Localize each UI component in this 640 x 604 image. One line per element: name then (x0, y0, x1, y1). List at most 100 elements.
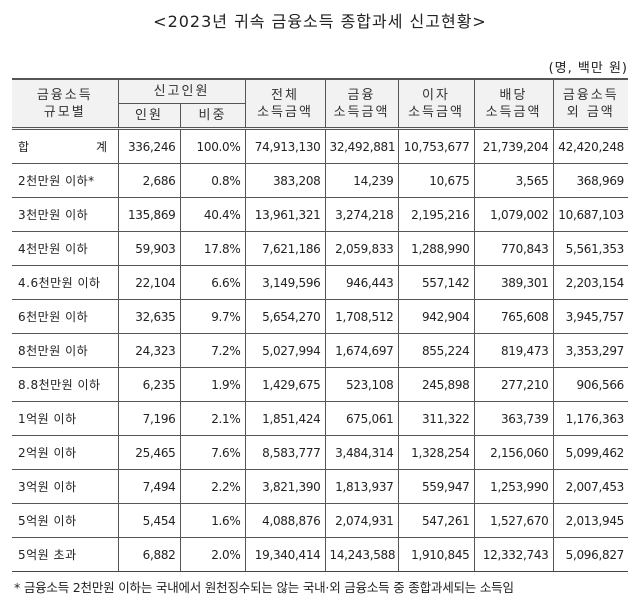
cell-count: 5,454 (117, 503, 181, 538)
cell-share: 7.2% (179, 333, 246, 368)
row-label: 3천만원 이하 (12, 197, 119, 232)
cell-non-financial: 906,566 (552, 367, 628, 402)
cell-interest: 855,224 (397, 333, 475, 368)
header-filers-group: 신고인원 (117, 78, 246, 104)
cell-total: 1,429,675 (244, 367, 326, 402)
table-row-total: 합 계 336,246 100.0% 74,913,130 32,492,881… (12, 128, 628, 164)
cell-share: 0.8% (179, 163, 246, 198)
cell-dividend: 363,739 (473, 401, 554, 436)
row-label: 합 계 (12, 128, 119, 164)
cell-share: 40.4% (179, 197, 246, 232)
header-interest-income: 이자 소득금액 (397, 78, 475, 130)
cell-financial: 3,484,314 (324, 435, 399, 470)
cell-total: 3,821,390 (244, 469, 326, 504)
header-filers-share: 비중 (179, 103, 245, 130)
cell-dividend: 389,301 (473, 265, 554, 300)
table-row: 2억원 이하 25,465 7.6% 8,583,777 3,484,314 1… (12, 435, 628, 470)
cell-financial: 32,492,881 (324, 128, 399, 164)
row-label: 2억원 이하 (12, 435, 119, 470)
table-row: 3천만원 이하 135,869 40.4% 13,961,321 3,274,2… (12, 197, 628, 232)
row-label: 4.6천만원 이하 (12, 265, 119, 300)
cell-total: 7,621,186 (244, 231, 326, 266)
header-dividend-income: 배당 소득금액 (473, 78, 554, 130)
cell-financial: 523,108 (324, 367, 399, 402)
cell-dividend: 21,739,204 (473, 128, 554, 164)
cell-total: 4,088,876 (244, 503, 326, 538)
cell-interest: 1,328,254 (397, 435, 475, 470)
cell-count: 6,235 (117, 367, 181, 402)
cell-count: 135,869 (117, 197, 181, 232)
total-label-left: 합 (18, 140, 30, 154)
cell-count: 336,246 (117, 128, 181, 164)
cell-share: 1.6% (179, 503, 246, 538)
cell-total: 3,149,596 (244, 265, 326, 300)
cell-dividend: 2,156,060 (473, 435, 554, 470)
cell-share: 17.8% (179, 231, 246, 266)
cell-dividend: 3,565 (473, 163, 554, 198)
cell-dividend: 765,608 (473, 299, 554, 334)
unit-label: (명, 백만 원) (548, 61, 628, 76)
cell-total: 13,961,321 (244, 197, 326, 232)
cell-non-financial: 5,096,827 (552, 537, 628, 572)
page-title: <2023년 귀속 금융소득 종합과세 신고현황> (153, 12, 487, 31)
cell-interest: 547,261 (397, 503, 475, 538)
cell-count: 59,903 (117, 231, 181, 266)
table-header: 금융소득 규모별 신고인원 전체 소득금액 금융 소득금액 이자 소득금액 배당… (12, 78, 628, 130)
cell-financial: 1,674,697 (324, 333, 399, 368)
table-row: 1억원 이하 7,196 2.1% 1,851,424 675,061 311,… (12, 401, 628, 436)
row-label: 5억원 초과 (12, 537, 119, 572)
tax-filing-table: 금융소득 규모별 신고인원 전체 소득금액 금융 소득금액 이자 소득금액 배당… (12, 78, 628, 572)
cell-share: 100.0% (179, 128, 246, 164)
cell-dividend: 770,843 (473, 231, 554, 266)
table-row: 5억원 초과 6,882 2.0% 19,340,414 14,243,588 … (12, 537, 628, 572)
total-label-right: 계 (95, 140, 108, 154)
cell-non-financial: 2,007,453 (552, 469, 628, 504)
cell-count: 24,323 (117, 333, 181, 368)
cell-non-financial: 42,420,248 (552, 128, 628, 164)
cell-financial: 2,059,833 (324, 231, 399, 266)
header-filers-count: 인원 (118, 103, 181, 130)
table-row: 8천만원 이하 24,323 7.2% 5,027,994 1,674,697 … (12, 333, 628, 368)
cell-financial: 2,074,931 (324, 503, 399, 538)
cell-total: 5,654,270 (244, 299, 326, 334)
header-financial-income: 금융 소득금액 (324, 78, 399, 130)
table-row: 3억원 이하 7,494 2.2% 3,821,390 1,813,937 55… (12, 469, 628, 504)
row-label: 4천만원 이하 (12, 231, 119, 266)
cell-total: 383,208 (244, 163, 326, 198)
header-non-financial-income: 금융소득 외 금액 (552, 78, 628, 130)
cell-count: 32,635 (117, 299, 181, 334)
table-body: 합 계 336,246 100.0% 74,913,130 32,492,881… (12, 128, 628, 572)
cell-financial: 1,813,937 (324, 469, 399, 504)
row-label: 6천만원 이하 (12, 299, 119, 334)
cell-dividend: 819,473 (473, 333, 554, 368)
table-row: 5억원 이하 5,454 1.6% 4,088,876 2,074,931 54… (12, 503, 628, 538)
table-row: 2천만원 이하* 2,686 0.8% 383,208 14,239 10,67… (12, 163, 628, 198)
cell-interest: 559,947 (397, 469, 475, 504)
cell-total: 8,583,777 (244, 435, 326, 470)
cell-share: 6.6% (179, 265, 246, 300)
cell-non-financial: 10,687,103 (552, 197, 628, 232)
cell-dividend: 12,332,743 (473, 537, 554, 572)
cell-non-financial: 1,176,363 (552, 401, 628, 436)
cell-non-financial: 5,099,462 (552, 435, 628, 470)
cell-non-financial: 2,013,945 (552, 503, 628, 538)
row-label: 1억원 이하 (12, 401, 119, 436)
cell-financial: 3,274,218 (324, 197, 399, 232)
row-label: 5억원 이하 (12, 503, 119, 538)
cell-interest: 311,322 (397, 401, 475, 436)
cell-non-financial: 2,203,154 (552, 265, 628, 300)
cell-dividend: 1,527,670 (473, 503, 554, 538)
cell-count: 25,465 (117, 435, 181, 470)
cell-interest: 10,753,677 (397, 128, 475, 164)
cell-count: 2,686 (117, 163, 181, 198)
row-label: 3억원 이하 (12, 469, 119, 504)
row-label: 2천만원 이하* (12, 163, 119, 198)
cell-interest: 2,195,216 (397, 197, 475, 232)
cell-financial: 946,443 (324, 265, 399, 300)
table-row: 4천만원 이하 59,903 17.8% 7,621,186 2,059,833… (12, 231, 628, 266)
cell-dividend: 277,210 (473, 367, 554, 402)
cell-share: 2.1% (179, 401, 246, 436)
cell-interest: 1,910,845 (397, 537, 475, 572)
cell-total: 5,027,994 (244, 333, 326, 368)
header-total-income: 전체 소득금액 (244, 78, 326, 130)
